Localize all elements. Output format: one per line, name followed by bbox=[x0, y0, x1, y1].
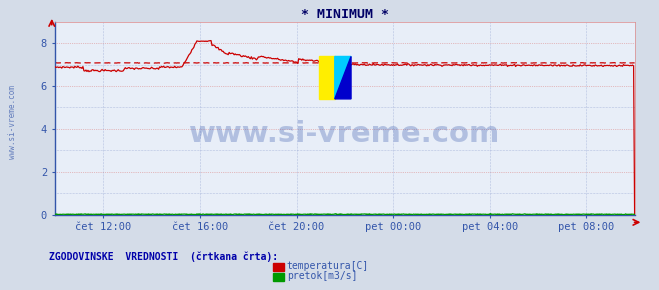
Text: ZGODOVINSKE  VREDNOSTI  (črtkana črta):: ZGODOVINSKE VREDNOSTI (črtkana črta): bbox=[49, 251, 279, 262]
Polygon shape bbox=[335, 57, 351, 99]
Text: www.si-vreme.com: www.si-vreme.com bbox=[189, 119, 500, 148]
Text: pretok[m3/s]: pretok[m3/s] bbox=[287, 271, 357, 281]
Polygon shape bbox=[335, 57, 351, 99]
Text: temperatura[C]: temperatura[C] bbox=[287, 261, 369, 271]
Title: * MINIMUM *: * MINIMUM * bbox=[301, 8, 389, 21]
Bar bbox=[318, 57, 335, 99]
Text: www.si-vreme.com: www.si-vreme.com bbox=[8, 85, 17, 159]
